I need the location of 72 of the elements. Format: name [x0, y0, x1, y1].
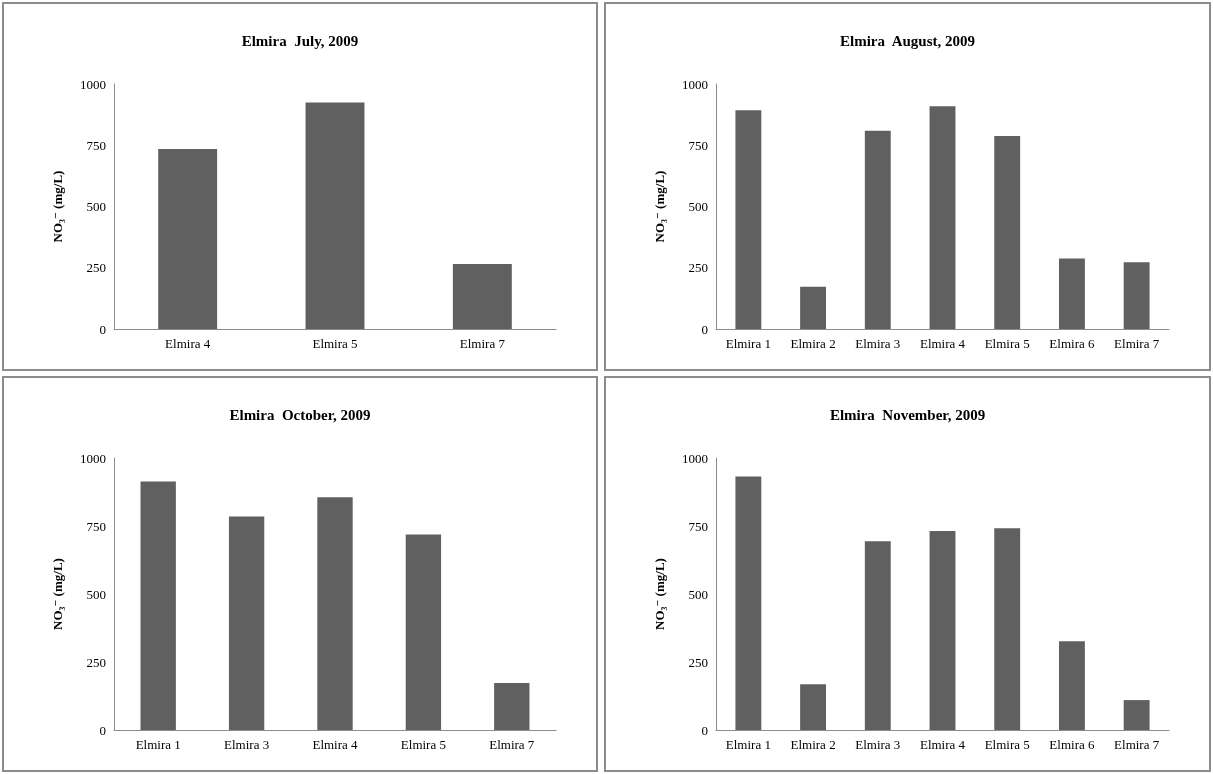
x-tick-label: Elmira 3 — [855, 737, 901, 752]
bar — [1058, 258, 1085, 329]
bar — [929, 530, 956, 730]
bar — [994, 135, 1021, 329]
x-tick-label: Elmira 4 — [165, 336, 211, 351]
bar — [305, 102, 365, 329]
x-tick-label: Elmira 6 — [1049, 737, 1095, 752]
bar — [800, 684, 827, 730]
y-axis-title: NO₃⁻ (mg/L) — [50, 558, 65, 630]
y-axis-title: NO₃⁻ (mg/L) — [652, 558, 667, 630]
x-tick-label: Elmira 1 — [725, 336, 771, 351]
y-tick-label: 500 — [688, 586, 708, 602]
y-tick-label: 750 — [86, 137, 106, 153]
bar — [317, 497, 353, 730]
y-axis-title: NO₃⁻ (mg/L) — [50, 170, 65, 243]
bar — [494, 682, 530, 730]
y-tick-label: 500 — [86, 586, 106, 602]
bar — [864, 541, 891, 730]
bar — [1123, 262, 1150, 329]
chart-title: Elmira August, 2009 — [839, 32, 976, 49]
x-tick-label: Elmira 3 — [855, 336, 901, 351]
y-tick-label: 0 — [701, 321, 708, 337]
bar — [1058, 641, 1085, 730]
x-tick-label: Elmira 2 — [790, 737, 836, 752]
bar — [864, 130, 891, 329]
x-tick-label: Elmira 1 — [725, 737, 771, 752]
x-tick-label: Elmira 5 — [984, 336, 1030, 351]
bar — [452, 264, 512, 329]
bar — [735, 476, 762, 730]
y-tick-label: 0 — [99, 722, 106, 738]
y-tick-label: 250 — [86, 654, 106, 670]
x-tick-label: Elmira 7 — [489, 737, 535, 752]
y-tick-label: 750 — [86, 518, 106, 534]
y-tick-label: 0 — [99, 321, 106, 337]
x-tick-label: Elmira 7 — [459, 336, 506, 351]
y-axis-title: NO₃⁻ (mg/L) — [652, 170, 667, 243]
x-tick-label: Elmira 2 — [790, 336, 836, 351]
bar — [735, 110, 762, 329]
x-tick-label: Elmira 4 — [919, 336, 966, 351]
y-tick-label: 250 — [86, 260, 106, 276]
bar — [228, 516, 265, 730]
bar — [994, 528, 1021, 730]
bar — [158, 148, 218, 329]
chart-title: Elmira November, 2009 — [829, 406, 986, 423]
bar — [405, 534, 442, 730]
y-tick-label: 1000 — [80, 450, 106, 466]
y-tick-label: 1000 — [80, 76, 106, 92]
chart-title: Elmira October, 2009 — [229, 406, 371, 423]
x-tick-label: Elmira 6 — [1049, 336, 1095, 351]
chart-title: Elmira July, 2009 — [241, 32, 359, 49]
x-tick-label: Elmira 5 — [400, 737, 446, 752]
bar — [1123, 700, 1150, 730]
y-tick-label: 500 — [86, 199, 106, 214]
bar — [929, 106, 956, 329]
x-tick-label: Elmira 4 — [312, 737, 359, 752]
x-tick-label: Elmira 7 — [1114, 336, 1160, 351]
x-tick-label: Elmira 7 — [1114, 737, 1160, 752]
x-tick-label: Elmira 4 — [919, 737, 966, 752]
y-tick-label: 750 — [688, 518, 708, 534]
bar — [800, 286, 827, 329]
y-tick-label: 1000 — [682, 450, 708, 466]
x-tick-label: Elmira 1 — [135, 737, 181, 752]
x-tick-label: Elmira 5 — [312, 336, 358, 351]
y-tick-label: 750 — [688, 137, 708, 153]
bar — [140, 481, 176, 730]
y-tick-label: 1000 — [682, 76, 708, 92]
y-tick-label: 250 — [688, 260, 708, 276]
y-tick-label: 0 — [701, 722, 708, 738]
y-tick-label: 500 — [688, 199, 708, 214]
x-tick-label: Elmira 5 — [984, 737, 1030, 752]
y-tick-label: 250 — [688, 654, 708, 670]
x-tick-label: Elmira 3 — [224, 737, 270, 752]
